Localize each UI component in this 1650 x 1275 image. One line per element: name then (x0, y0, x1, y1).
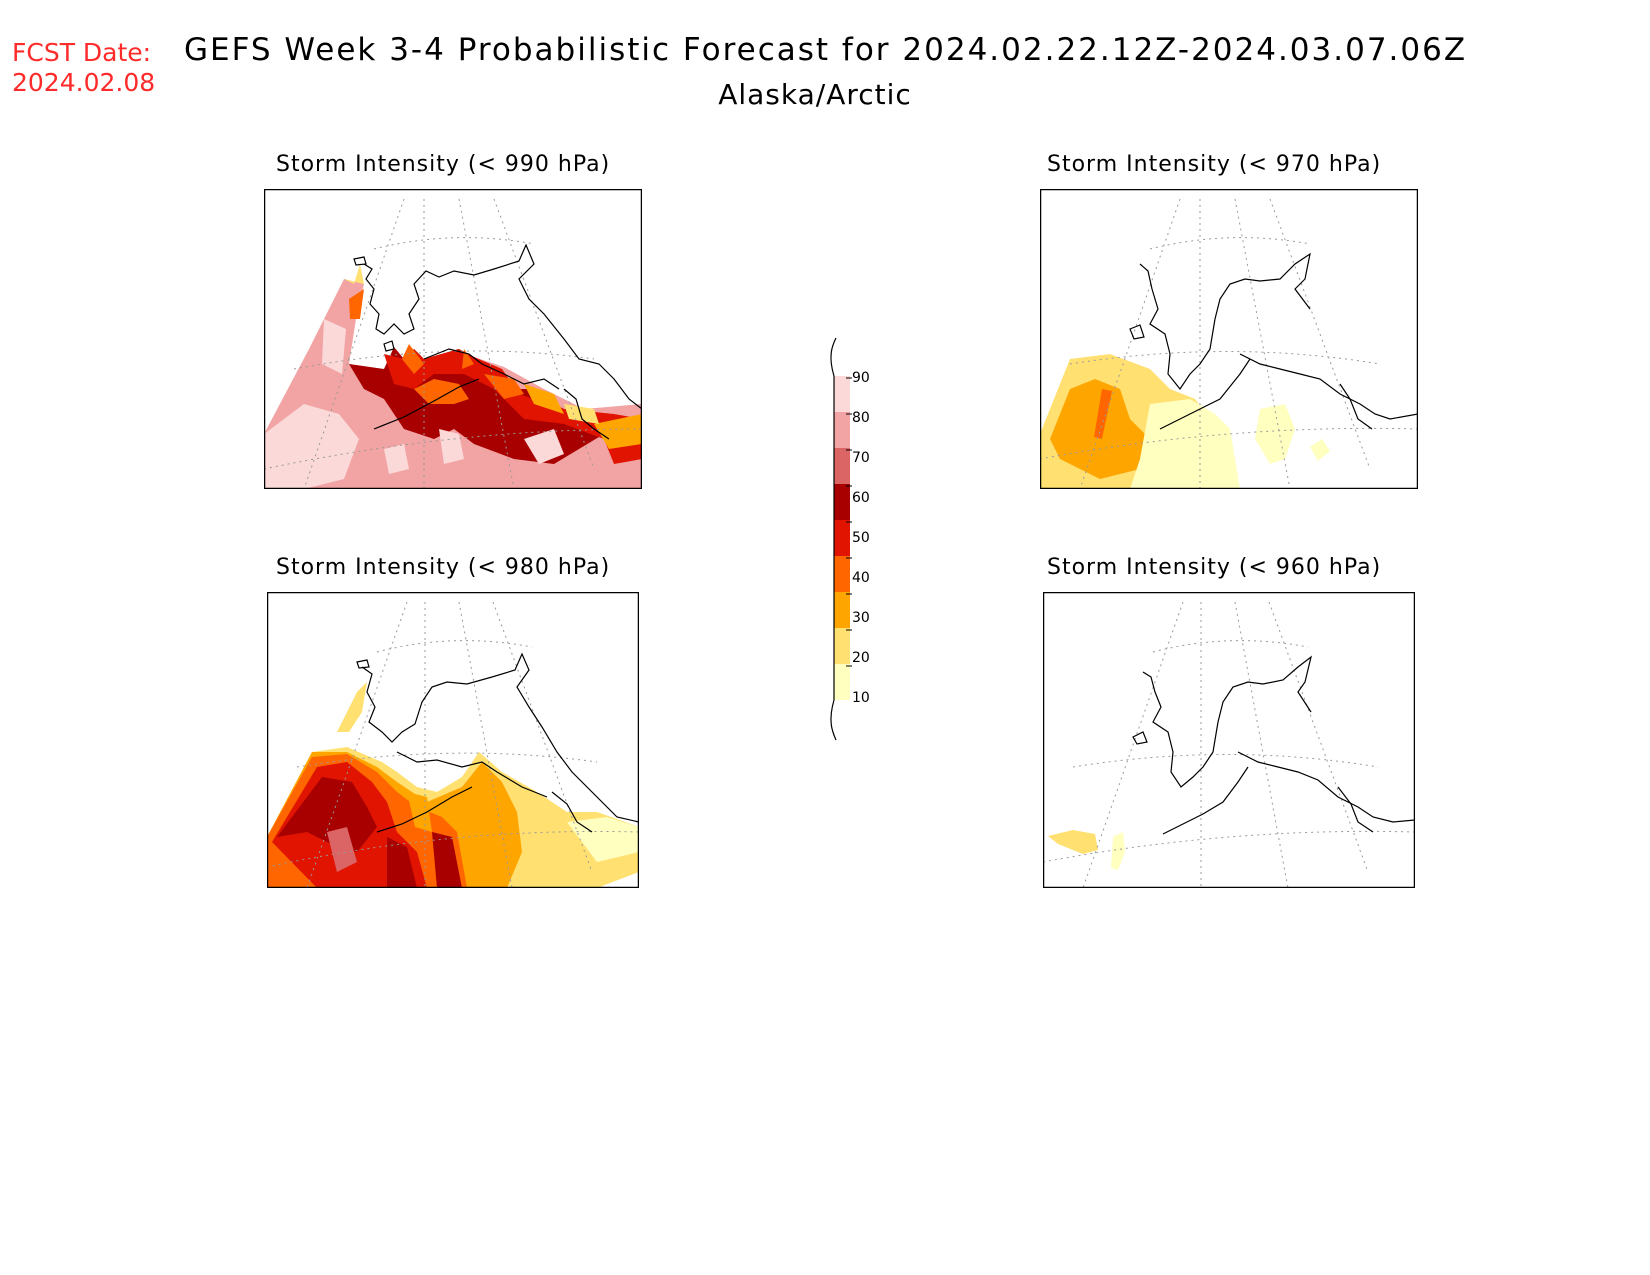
colorbar-label-90: 90 (852, 370, 870, 386)
page-subtitle: Alaska/Arctic (718, 78, 912, 111)
fcst-date-value: 2024.02.08 (12, 68, 156, 97)
colorbar-label-40: 40 (852, 570, 870, 586)
panel-title-980: Storm Intensity (< 980 hPa) (276, 555, 611, 580)
colorbar (830, 337, 852, 741)
map-panel-990 (264, 189, 642, 489)
map-panel-970 (1040, 189, 1418, 489)
fcst-date-label: FCST Date: (12, 38, 152, 67)
map-panel-980 (267, 592, 639, 888)
colorbar-bottom-cap (830, 699, 837, 741)
colorbar-top-cap (830, 337, 837, 377)
panel-title-960: Storm Intensity (< 960 hPa) (1047, 555, 1382, 580)
panel-title-990: Storm Intensity (< 990 hPa) (276, 152, 611, 177)
colorbar-label-50: 50 (852, 530, 870, 546)
probability-fill (264, 264, 642, 489)
colorbar-label-30: 30 (852, 610, 870, 626)
colorbar-swatch (834, 556, 850, 592)
coastline (1129, 252, 1418, 430)
colorbar-swatch (834, 448, 850, 484)
coastline (1132, 655, 1415, 835)
colorbar-label-20: 20 (852, 650, 870, 666)
latitude-longitude-grid (267, 601, 639, 888)
colorbar-label-60: 60 (852, 490, 870, 506)
map-panel-960 (1043, 592, 1415, 888)
colorbar-swatch (834, 376, 850, 412)
probability-fill (267, 682, 639, 888)
page-title: GEFS Week 3-4 Probabilistic Forecast for… (184, 32, 1468, 68)
colorbar-swatch (834, 484, 850, 520)
colorbar-swatch (834, 592, 850, 628)
panel-title-970: Storm Intensity (< 970 hPa) (1047, 152, 1382, 177)
latitude-longitude-grid (264, 198, 642, 489)
colorbar-label-10: 10 (852, 690, 870, 706)
colorbar-swatch (834, 664, 850, 700)
probability-fill (1048, 830, 1125, 870)
colorbar-label-70: 70 (852, 450, 870, 466)
colorbar-swatch (834, 520, 850, 556)
coastline (353, 243, 642, 440)
colorbar-label-80: 80 (852, 410, 870, 426)
coastline (356, 652, 639, 833)
latitude-longitude-grid (1043, 601, 1415, 888)
colorbar-swatch (834, 628, 850, 664)
colorbar-swatch (834, 412, 850, 448)
latitude-longitude-grid (1040, 198, 1418, 489)
probability-fill (1040, 354, 1330, 489)
